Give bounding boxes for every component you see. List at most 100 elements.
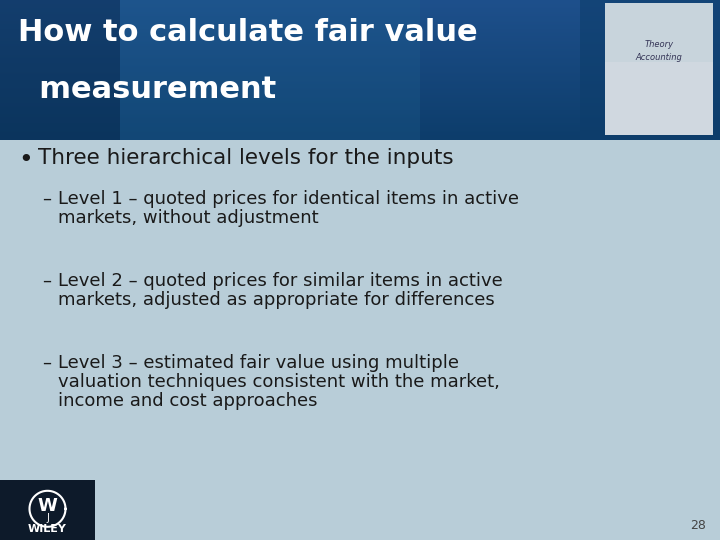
Bar [0, 67, 720, 68]
Bar [0, 52, 720, 53]
Bar [0, 8, 720, 9]
Bar [0, 93, 720, 94]
Bar [0, 15, 720, 16]
Bar [0, 56, 720, 57]
Bar [0, 7, 720, 8]
Bar [0, 122, 720, 123]
Bar [0, 83, 720, 84]
Bar [0, 120, 720, 121]
Bar [0, 0, 720, 1]
Bar [0, 27, 720, 28]
Bar [0, 17, 720, 18]
Text: Accounting: Accounting [636, 53, 683, 62]
Bar [0, 35, 720, 36]
Bar [0, 98, 720, 99]
Bar [0, 36, 720, 37]
Bar [0, 88, 720, 89]
Bar [0, 79, 720, 80]
Text: markets, adjusted as appropriate for differences: markets, adjusted as appropriate for dif… [58, 291, 495, 309]
Bar [0, 42, 720, 43]
Bar [0, 96, 720, 97]
Bar [0, 100, 720, 101]
Bar [0, 82, 720, 83]
Bar [0, 20, 720, 21]
Bar [0, 95, 720, 96]
Text: income and cost approaches: income and cost approaches [58, 392, 318, 410]
Bar [0, 116, 720, 117]
Bar [0, 46, 720, 47]
Bar [0, 108, 720, 109]
Bar [0, 77, 720, 78]
Bar [605, 63, 713, 135]
Bar [0, 5, 720, 6]
Text: –: – [42, 190, 51, 208]
Bar [0, 29, 720, 30]
Bar [0, 81, 720, 82]
Bar [0, 132, 720, 133]
Text: Level 2 – quoted prices for similar items in active: Level 2 – quoted prices for similar item… [58, 272, 503, 290]
Bar [0, 91, 720, 92]
Bar [0, 115, 720, 116]
Bar [0, 139, 720, 140]
Bar [0, 106, 720, 107]
Bar [0, 112, 720, 113]
Bar [0, 14, 720, 15]
Bar [0, 65, 720, 66]
Bar [0, 10, 720, 11]
Bar [0, 73, 720, 74]
Bar [0, 105, 720, 106]
Bar [0, 24, 720, 25]
Bar [0, 63, 720, 64]
Text: Level 3 – estimated fair value using multiple: Level 3 – estimated fair value using mul… [58, 354, 459, 372]
Bar [0, 92, 720, 93]
Bar [0, 99, 720, 100]
Bar [0, 59, 720, 60]
Bar [580, 0, 720, 140]
Bar [605, 3, 713, 135]
Bar [0, 101, 720, 102]
Text: Level 1 – quoted prices for identical items in active: Level 1 – quoted prices for identical it… [58, 190, 519, 208]
Bar [0, 13, 720, 14]
Bar [0, 118, 720, 119]
Bar [0, 49, 720, 50]
Bar [0, 60, 720, 61]
Bar [0, 32, 720, 33]
Bar [0, 78, 720, 79]
Bar [0, 104, 720, 105]
Bar [0, 121, 720, 122]
Bar [0, 103, 720, 104]
Text: Three hierarchical levels for the inputs: Three hierarchical levels for the inputs [38, 148, 454, 168]
Bar [0, 54, 720, 55]
Text: W: W [37, 497, 58, 515]
Bar [0, 111, 720, 112]
Bar [0, 43, 720, 44]
Bar [0, 30, 720, 31]
Bar [0, 62, 720, 63]
Text: –: – [42, 354, 51, 372]
Bar [0, 47, 720, 48]
Bar [0, 57, 720, 58]
Bar [0, 109, 720, 110]
Bar [0, 76, 720, 77]
Bar [0, 123, 720, 124]
Bar [0, 133, 720, 134]
Bar [0, 135, 720, 136]
Bar [0, 0, 120, 140]
Bar [0, 74, 720, 75]
Text: How to calculate fair value: How to calculate fair value [18, 18, 477, 47]
Bar [0, 130, 720, 131]
Bar [0, 114, 720, 115]
Bar [0, 89, 720, 90]
Bar [0, 19, 720, 20]
Bar [0, 3, 720, 4]
Bar [0, 53, 720, 54]
Bar [0, 58, 720, 59]
Bar [0, 26, 720, 27]
Bar [0, 94, 720, 95]
Bar [0, 33, 720, 34]
Bar [0, 28, 720, 29]
Bar [0, 90, 720, 91]
Text: valuation techniques consistent with the market,: valuation techniques consistent with the… [58, 373, 500, 391]
Bar [0, 37, 720, 38]
Bar [0, 117, 720, 118]
